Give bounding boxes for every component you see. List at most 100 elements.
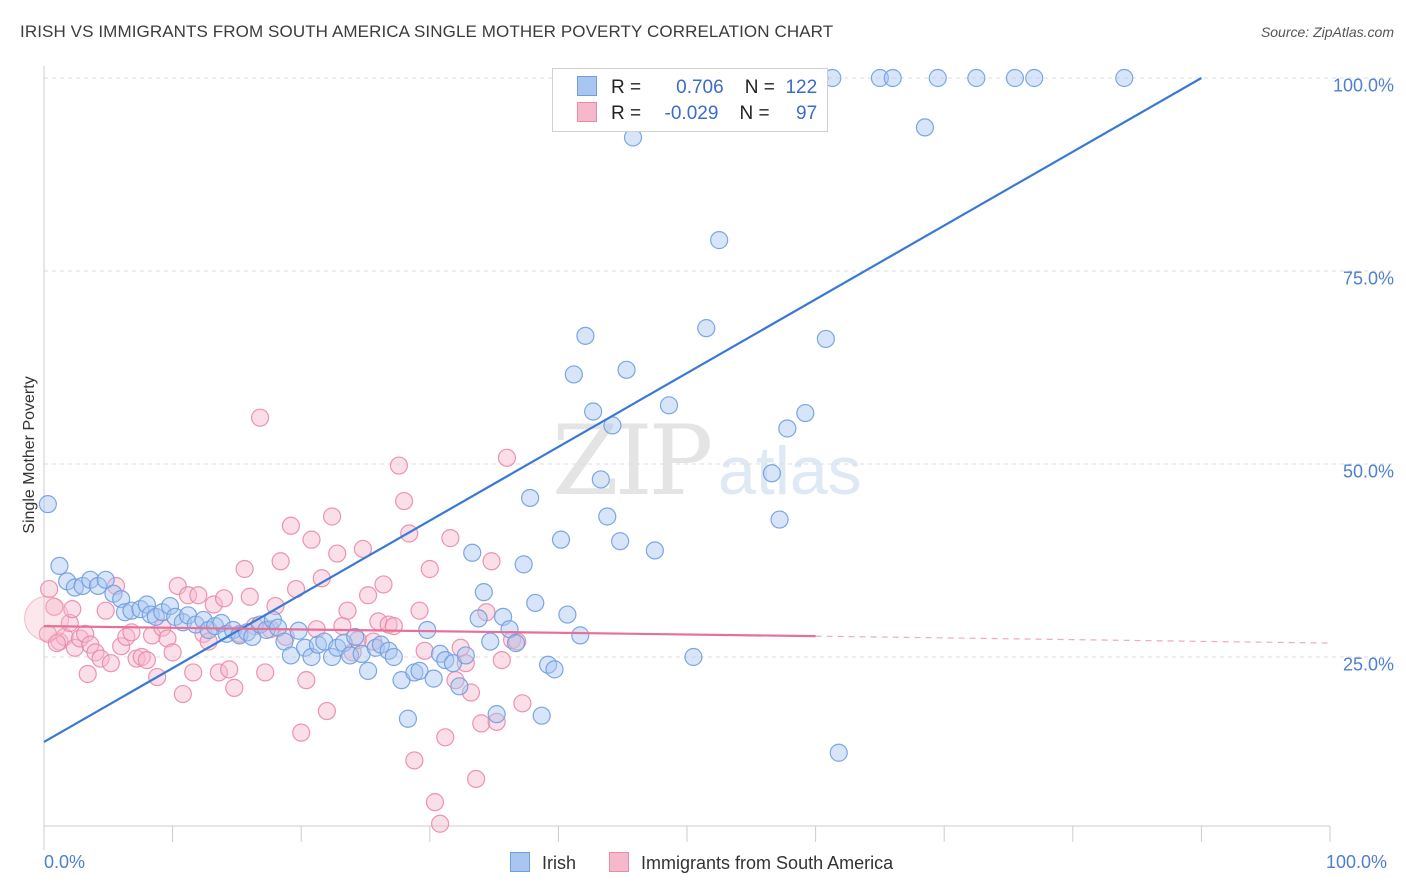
y-tick-label-0: 25.0%	[1342, 654, 1394, 675]
irish-point-125	[1005, 68, 1025, 88]
y-tick-label-2: 75.0%	[1342, 268, 1394, 289]
legend-swatch-immigrants	[577, 102, 597, 122]
irish-point-127	[1115, 68, 1134, 88]
immigrants-point-93	[40, 579, 59, 599]
immigrants-point-92	[513, 694, 532, 713]
irish-point-81	[571, 626, 590, 645]
immigrants-point-81	[456, 654, 475, 673]
immigrants-point-84	[472, 714, 491, 733]
irish-point-85	[598, 507, 617, 526]
immigrants-point-55	[322, 507, 342, 526]
irish-point-117	[816, 329, 835, 349]
irish-point-109	[762, 464, 781, 483]
irish-point-122	[915, 118, 935, 137]
legend-n-irish: 122	[785, 77, 818, 98]
immigrants-point-87	[487, 712, 506, 731]
irish-point-119	[829, 743, 848, 762]
immigrants-point-62	[358, 586, 378, 605]
immigrants-point-34	[214, 589, 234, 608]
legend-swatch-irish-bottom	[510, 852, 530, 872]
legend-item-irish[interactable]: Irish	[510, 852, 576, 874]
irish-point-56	[410, 661, 429, 680]
irish-point-72	[514, 555, 533, 574]
x-tick-max: 100.0%	[1326, 852, 1388, 872]
irish-point-45	[340, 646, 360, 665]
immigrants-point-96	[78, 664, 97, 684]
irish-point-121	[883, 68, 902, 88]
irish-point-54	[398, 709, 418, 728]
irish-point-37	[289, 621, 308, 640]
immigrants-point-68	[389, 456, 409, 475]
irish-point-110	[770, 510, 789, 529]
immigrants-point-28	[184, 663, 203, 682]
immigrants-point-23	[158, 629, 177, 648]
legend-r-immigrants: -0.029	[664, 103, 719, 124]
immigrants-point-32	[204, 595, 223, 614]
irish-point-67	[481, 632, 500, 651]
immigrants-point-18	[132, 647, 151, 667]
irish-point-92	[645, 541, 664, 560]
legend-row-immigrants: R = -0.029 N = 97	[577, 102, 817, 126]
immigrants-point-27	[178, 586, 198, 605]
irish-point-126	[1025, 68, 1044, 88]
irish-point-74	[526, 593, 545, 613]
immigrants-point-10	[91, 649, 110, 668]
watermark-atlas: atlas	[718, 433, 862, 509]
irish-point-62	[450, 677, 469, 696]
immigrants-point-61	[353, 539, 373, 559]
immigrants-point-49	[292, 723, 311, 742]
irish-point-64	[463, 543, 482, 562]
legend-item-immigrants[interactable]: Immigrants from South America	[609, 852, 893, 874]
immigrants-point-35	[220, 660, 239, 679]
irish-point-83	[584, 402, 603, 421]
chart-title: IRISH VS IMMIGRANTS FROM SOUTH AMERICA S…	[20, 22, 834, 41]
irish-point-73	[521, 488, 540, 508]
irish-point-88	[617, 360, 636, 379]
y-tick-label-3: 100.0%	[1332, 75, 1394, 96]
immigrants-point-94	[47, 634, 66, 653]
irish-point-71	[506, 634, 526, 653]
immigrants-point-74	[420, 559, 439, 579]
immigrants-point-76	[430, 814, 450, 833]
immigrants-point-56	[328, 544, 347, 563]
immigrants-point-29	[189, 586, 208, 605]
irish-point-58	[424, 669, 443, 688]
immigrants-point-14	[112, 637, 131, 656]
immigrants-trend-extension	[815, 635, 1331, 644]
source-label[interactable]: Source: ZipAtlas.com	[1260, 24, 1394, 40]
irish-point-7	[96, 570, 115, 589]
irish-point-94	[659, 396, 679, 415]
immigrants-point-24	[163, 643, 182, 662]
irish-point-63	[456, 646, 475, 665]
irish-point-124	[967, 68, 986, 88]
irish-point-10	[115, 603, 135, 622]
immigrants-point-5	[65, 638, 84, 657]
legend-r-irish: 0.706	[676, 77, 724, 98]
immigrants-point-86	[482, 552, 501, 571]
immigrants-point-73	[415, 641, 434, 660]
stats-legend: R = 0.706 N = 122 R = -0.029 N = 97	[552, 68, 828, 132]
immigrants-point-83	[466, 769, 486, 789]
irish-point-99	[697, 319, 716, 338]
immigrants-point-26	[173, 684, 192, 704]
irish-point-82	[576, 326, 595, 345]
immigrants-point-44	[266, 596, 285, 616]
irish-point-78	[551, 530, 571, 549]
immigrants-point-65	[374, 575, 393, 594]
irish-point-84	[591, 470, 610, 489]
x-tick-min: 0.0%	[44, 852, 86, 872]
immigrants-point-41	[250, 408, 270, 427]
irish-point-13	[137, 595, 156, 614]
irish-point-42	[322, 647, 342, 667]
immigrants-trend-line	[43, 625, 816, 638]
immigrants-point-67	[384, 617, 403, 636]
irish-point-77	[545, 660, 564, 679]
irish-point-123	[928, 68, 947, 88]
legend-row-irish: R = 0.706 N = 122	[577, 76, 817, 100]
immigrants-point-54	[317, 701, 337, 721]
immigrants-cluster-point	[24, 595, 70, 641]
immigrants-point-75	[425, 793, 445, 812]
irish-point-0	[38, 495, 57, 514]
immigrants-point-1	[45, 597, 64, 616]
